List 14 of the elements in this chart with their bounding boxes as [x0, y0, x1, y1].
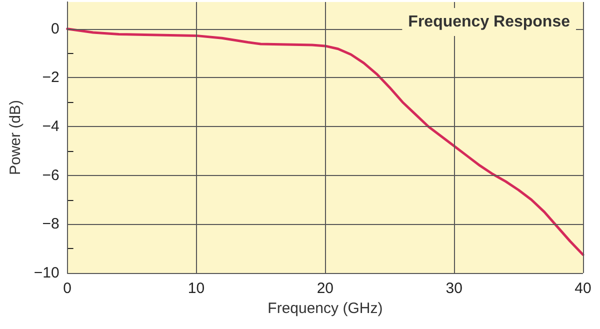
x-tick-label: 0: [63, 280, 72, 297]
y-tick-label: −6: [42, 166, 60, 184]
x-tick-label: 10: [188, 280, 205, 297]
x-tick-label: 30: [446, 280, 462, 297]
y-tick-label: 0: [51, 20, 60, 38]
x-axis-title: Frequency (GHz): [268, 300, 383, 317]
x-tick-label: 40: [574, 280, 592, 297]
y-tick-label: −10: [34, 264, 60, 282]
y-tick-label: −4: [42, 118, 60, 136]
x-tick-label: 20: [316, 280, 334, 297]
y-tick-label: −2: [42, 69, 60, 86]
y-tick-label: −8: [42, 216, 60, 233]
y-axis-title: Power (dB): [7, 100, 24, 176]
text: Frequency Response: [408, 14, 570, 30]
